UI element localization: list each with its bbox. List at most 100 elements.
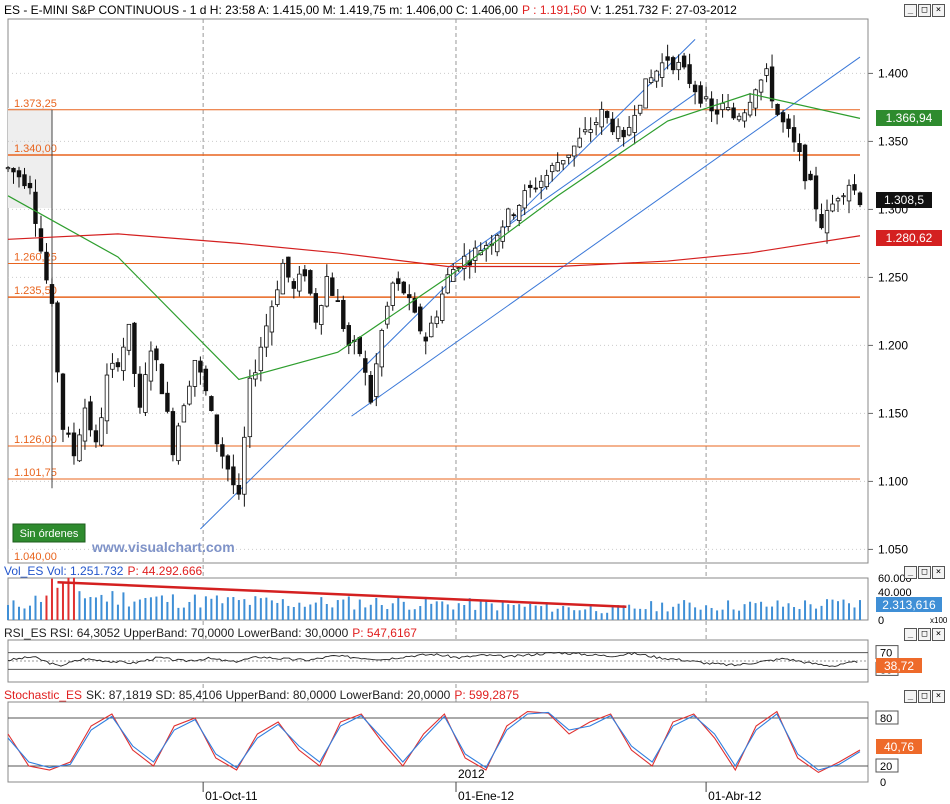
candle-body (429, 322, 434, 338)
year-marker: 2012 (458, 767, 485, 781)
stoch-sk-line (7, 710, 861, 774)
volume-bar (397, 597, 400, 620)
level-label: 1.126,00 (14, 434, 57, 446)
vol-header-p: P: 44.292.666 (127, 564, 202, 578)
main-maximize-button[interactable]: □ (918, 4, 931, 17)
volume-bar (512, 604, 515, 620)
candle-body (297, 273, 302, 292)
date-tick-label: 01-Abr-12 (708, 789, 762, 803)
candle-body (495, 234, 500, 253)
candle-body (500, 226, 505, 242)
volume-bar (485, 601, 488, 620)
candle-body (648, 77, 654, 83)
candle-body (209, 396, 214, 411)
vol-maximize-button[interactable]: □ (918, 566, 931, 579)
rsi-line (7, 651, 858, 667)
candle-body (555, 162, 560, 172)
volume-bar (644, 609, 647, 620)
stoch-band-box (875, 710, 899, 725)
volume-bar (815, 608, 818, 620)
date-tick-label: 01-Ene-12 (458, 789, 514, 803)
volume-bar (364, 607, 367, 620)
volume-bar (215, 595, 218, 620)
stoch-close-button[interactable]: × (932, 690, 945, 703)
volume-bar (259, 598, 262, 620)
volume-bar (848, 603, 851, 620)
price-tick-label: 1.200 (878, 338, 908, 352)
candle-body (16, 170, 22, 178)
candle-body (198, 360, 203, 373)
volume-bar (771, 606, 774, 620)
volume-bar (138, 599, 141, 620)
rsi-pane[interactable]: 7030 (7, 639, 899, 683)
candle-body (49, 284, 55, 304)
volume-bar (446, 604, 449, 620)
volume-bar (336, 600, 339, 620)
stochastic-pane[interactable]: 80 20 0 (7, 701, 899, 789)
candle-body (407, 294, 412, 299)
level-label: 1.235,50 (14, 285, 57, 297)
rsi-maximize-button[interactable]: □ (918, 628, 931, 641)
candle-body (110, 362, 115, 370)
level-label: 1.340,00 (14, 143, 57, 155)
volume-bar (160, 595, 163, 620)
volume-bar (320, 597, 323, 620)
stoch-minimize-button[interactable]: _ (904, 690, 917, 703)
candle-body (775, 103, 780, 115)
candle-body (203, 368, 209, 392)
main-minimize-button[interactable]: _ (904, 4, 917, 17)
candle-body (82, 407, 88, 442)
candle-body (286, 256, 291, 278)
volume-bar (314, 602, 317, 620)
stoch-tick-label: 0 (880, 777, 886, 789)
volume-bar (600, 613, 603, 620)
vol-close-button[interactable]: × (932, 566, 945, 579)
candle-body (187, 385, 192, 405)
candle-body (813, 175, 819, 210)
date-tick-label: 01-Oct-11 (205, 789, 258, 803)
candle-body (714, 109, 720, 115)
price-pane[interactable]: 1.373,25 1.340,00 1.260,25 1.235,50 1.126,00… (5, 18, 908, 782)
volume-bar (831, 599, 834, 620)
candle-body (764, 68, 769, 76)
volume-bar (441, 601, 444, 620)
volume-bar (809, 604, 812, 620)
level-label: 1.373,25 (14, 98, 57, 110)
candle-body (725, 107, 731, 110)
candle-body (797, 143, 802, 153)
volume-bar (540, 606, 543, 620)
candle-body (560, 160, 566, 165)
volume-bar (655, 611, 658, 620)
candle-body (670, 57, 676, 71)
candle-body (379, 330, 384, 368)
volume-bar (281, 599, 284, 620)
volume-bar (39, 601, 42, 620)
candle-body (841, 195, 846, 198)
volume-bar (463, 605, 466, 620)
volume-bar (820, 605, 823, 620)
candle-body (753, 89, 758, 109)
main-header-p: P : 1.191,50 (522, 3, 587, 17)
volume-bar (94, 597, 97, 620)
candle-body (341, 299, 346, 330)
stoch-maximize-button[interactable]: □ (918, 690, 931, 703)
candle-body (522, 190, 527, 209)
rsi-close-button[interactable]: × (932, 628, 945, 641)
volume-bar (452, 609, 455, 620)
volume-trendline (57, 580, 627, 608)
candle-body (71, 432, 77, 457)
volume-bar (710, 607, 713, 620)
candle-body (791, 127, 797, 143)
candle-body (291, 281, 297, 289)
main-close-button[interactable]: × (932, 4, 945, 17)
candle-body (121, 346, 126, 372)
vol-minimize-button[interactable]: _ (904, 566, 917, 579)
sin-ordenes-badge[interactable]: Sin órdenes (12, 523, 86, 543)
rsi-minimize-button[interactable]: _ (904, 628, 917, 641)
volume-bar (507, 604, 510, 620)
volume-bar (776, 600, 779, 620)
level-label: 1.101,75 (14, 467, 57, 479)
candle-body (527, 184, 533, 188)
volume-bar (56, 587, 59, 620)
